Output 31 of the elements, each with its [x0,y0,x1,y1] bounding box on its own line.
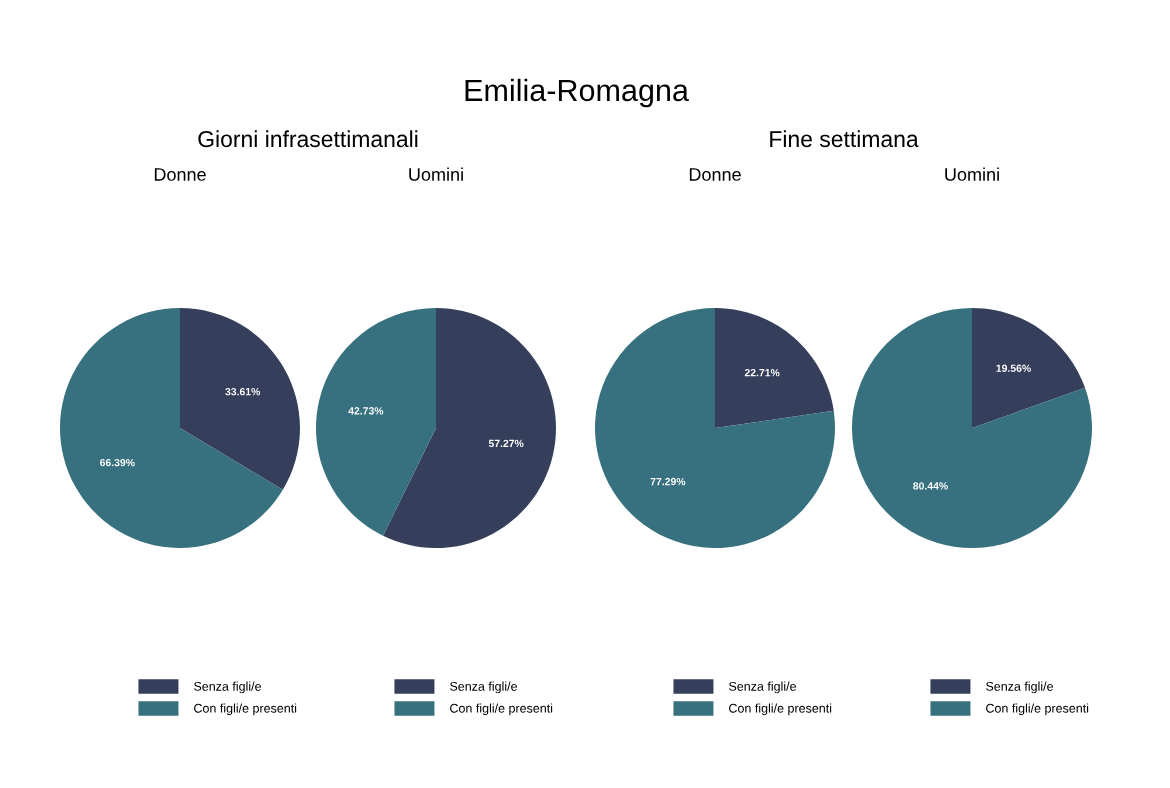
data-label: 22.71% [744,368,780,377]
pie-slice [595,308,835,548]
legend-label: Senza figli/e [986,681,1053,694]
chart-subtitle: Fine settimana [770,130,919,148]
text: Emilia-Romagna [465,78,689,108]
data-label: 66.39% [100,458,135,467]
chart-title: Donne [154,168,206,181]
data-label: 42.73% [348,407,384,415]
data-label: 80.44% [913,482,948,490]
data-label: 57.27% [488,439,524,448]
pie-slice [715,308,834,428]
pie-slice [60,308,283,548]
legend-label: Con figli/e presenti [986,703,1089,716]
legend-label: Con figli/e presenti [729,703,832,716]
data-label: 77.29% [650,477,686,486]
pie-slice [383,308,556,548]
pie-slice [180,308,300,490]
chart-subtitle: Giorni infrasettimanali [198,130,418,148]
pie-slice [316,308,436,536]
chart-title: Uomini [409,167,463,181]
chart-title: Donne [689,168,741,181]
pie-slice [852,308,1092,548]
data-label: 19.56% [996,364,1031,372]
legend-label: Senza figli/e [729,681,796,694]
legend-label: Con figli/e presenti [194,703,297,716]
legend-label: Con figli/e presenti [450,703,553,716]
chart-title: Uomini [945,167,999,181]
data-label: 33.61% [225,387,261,396]
pie-slice [972,308,1086,428]
legend-label: Senza figli/e [194,681,261,694]
legend-label: Senza figli/e [450,681,517,694]
